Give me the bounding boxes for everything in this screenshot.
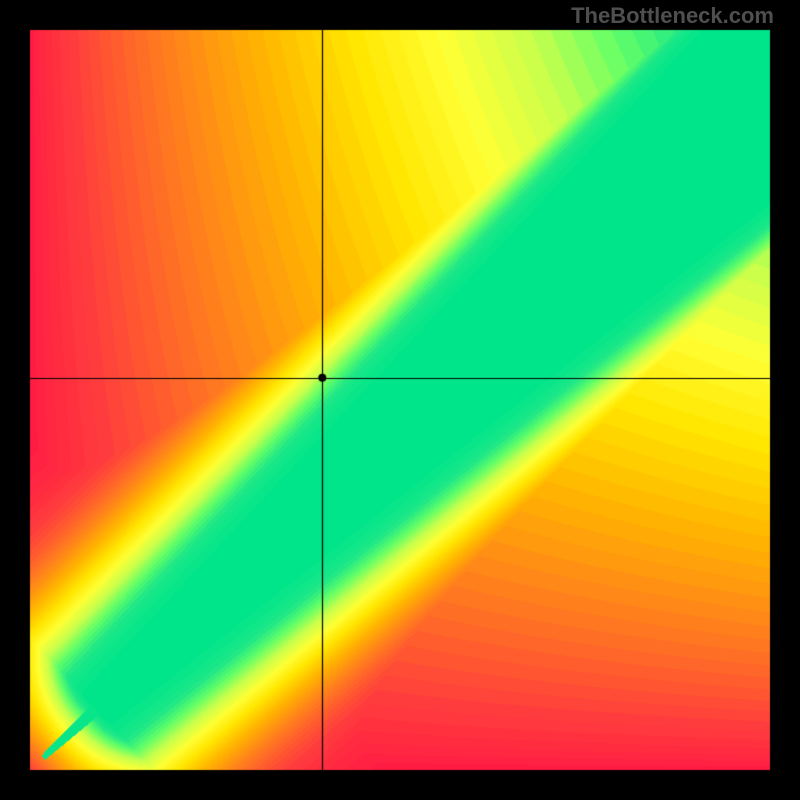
watermark-text: TheBottleneck.com	[571, 3, 774, 29]
bottleneck-heatmap	[0, 0, 800, 800]
